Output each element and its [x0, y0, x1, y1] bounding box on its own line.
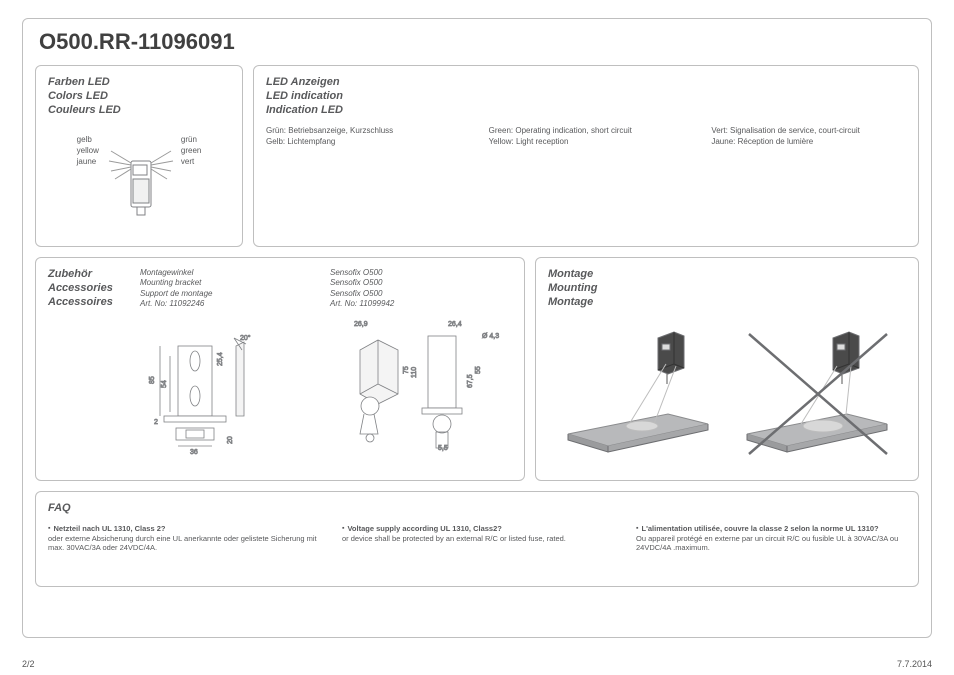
svg-text:2: 2 [154, 419, 158, 426]
box-mounting: Montage Mounting Montage [535, 257, 919, 481]
svg-text:20°: 20° [240, 334, 251, 342]
ind-line: Green: Operating indication, short circu… [489, 125, 684, 136]
led-ind-heading: LED Anzeigen LED indication Indication L… [266, 76, 906, 117]
led-left-labels: gelb yellow jaune [77, 135, 99, 167]
page-footer: 2/2 7.7.2014 [22, 659, 932, 669]
datasheet-frame: O500.RR-11096091 Farben LED Colors LED C… [22, 18, 932, 638]
acc-content: Montagewinkel Mounting bracket Support d… [140, 268, 512, 470]
hd-line: Accessoires [48, 296, 140, 310]
acc-heading: Zubehör Accessories Accessoires [48, 268, 140, 470]
acc-line: Mounting bracket [140, 278, 310, 288]
faq-heading: FAQ [48, 502, 906, 516]
hd-line: Couleurs LED [48, 104, 230, 118]
svg-text:Ø 4,3: Ø 4,3 [482, 333, 499, 340]
acc-line: Support de montage [140, 289, 310, 299]
ind-col-de: Grün: Betriebsanzeige, Kurzschluss Gelb:… [266, 125, 461, 147]
box-accessories: Zubehör Accessories Accessoires Montagew… [35, 257, 525, 481]
hd-line: Zubehör [48, 268, 140, 282]
mount-wrong [737, 324, 897, 464]
hd-line: Montage [548, 296, 906, 310]
svg-text:54: 54 [161, 380, 168, 388]
led-colors-heading: Farben LED Colors LED Couleurs LED [48, 76, 230, 117]
faq-col-fr: L'alimentation utilisée, couvre la class… [636, 524, 906, 553]
svg-text:36: 36 [190, 449, 198, 456]
faq-question: Netzteil nach UL 1310, Class 2? [53, 524, 165, 534]
label: yellow [77, 146, 99, 157]
box-faq: FAQ Netzteil nach UL 1310, Class 2? oder… [35, 491, 919, 587]
bracket-drawing: 85 54 25,4 36 20° 2 20 [140, 316, 310, 456]
label: green [181, 146, 201, 157]
faq-col-en: Voltage supply according UL 1310, Class2… [342, 524, 612, 553]
faq-answer: Ou appareil protégé en externe par un ci… [636, 534, 906, 554]
hd-line: Colors LED [48, 90, 230, 104]
box-led-colors: Farben LED Colors LED Couleurs LED gelb … [35, 65, 243, 247]
svg-text:55: 55 [475, 366, 482, 374]
page-title: O500.RR-11096091 [39, 29, 919, 55]
svg-text:110: 110 [411, 366, 418, 377]
led-ind-grid: Grün: Betriebsanzeige, Kurzschluss Gelb:… [266, 125, 906, 147]
acc-line: Sensofix O500 [330, 268, 510, 278]
acc-line: Montagewinkel [140, 268, 310, 278]
acc-line: Art. No: 11099942 [330, 299, 510, 309]
page-number: 2/2 [22, 659, 35, 669]
acc-line: Sensofix O500 [330, 289, 510, 299]
ind-col-fr: Vert: Signalisation de service, court-ci… [711, 125, 906, 147]
acc-item-bracket: Montagewinkel Mounting bracket Support d… [140, 268, 310, 470]
sensofix-drawing: 26,9 26,4 110 75 67,5 55 Ø 4,3 5,5 [330, 316, 510, 456]
svg-text:67,5: 67,5 [467, 374, 474, 388]
ind-line: Vert: Signalisation de service, court-ci… [711, 125, 906, 136]
svg-text:5,5: 5,5 [438, 445, 448, 452]
ind-line: Gelb: Lichtempfang [266, 136, 461, 147]
svg-text:20: 20 [227, 436, 234, 444]
label: vert [181, 157, 201, 168]
mount-correct [558, 324, 718, 464]
faq-question: L'alimentation utilisée, couvre la class… [641, 524, 878, 534]
svg-text:75: 75 [403, 366, 410, 374]
label: grün [181, 135, 201, 146]
acc-line: Art. No: 11092246 [140, 299, 310, 309]
svg-text:26,9: 26,9 [354, 321, 368, 328]
hd-line: Farben LED [48, 76, 230, 90]
acc-line: Sensofix O500 [330, 278, 510, 288]
box-led-indication: LED Anzeigen LED indication Indication L… [253, 65, 919, 247]
hd-line: Accessories [48, 282, 140, 296]
sensor-icon [105, 135, 175, 225]
svg-text:25,4: 25,4 [217, 352, 224, 366]
acc-item-sensofix: Sensofix O500 Sensofix O500 Sensofix O50… [330, 268, 510, 470]
hd-line: LED Anzeigen [266, 76, 906, 90]
faq-grid: Netzteil nach UL 1310, Class 2? oder ext… [48, 524, 906, 553]
ind-line: Grün: Betriebsanzeige, Kurzschluss [266, 125, 461, 136]
faq-answer: or device shall be protected by an exter… [342, 534, 612, 544]
ind-line: Jaune: Réception de lumière [711, 136, 906, 147]
hd-line: Mounting [548, 282, 906, 296]
mount-heading: Montage Mounting Montage [548, 268, 906, 309]
faq-question: Voltage supply according UL 1310, Class2… [347, 524, 501, 534]
svg-text:85: 85 [149, 376, 156, 384]
faq-col-de: Netzteil nach UL 1310, Class 2? oder ext… [48, 524, 318, 553]
page-date: 7.7.2014 [897, 659, 932, 669]
label: gelb [77, 135, 99, 146]
row-led: Farben LED Colors LED Couleurs LED gelb … [35, 65, 919, 247]
hd-line: LED indication [266, 90, 906, 104]
faq-answer: oder externe Absicherung durch eine UL a… [48, 534, 318, 554]
hd-line: Indication LED [266, 104, 906, 118]
led-right-labels: grün green vert [181, 135, 201, 167]
ind-line: Yellow: Light reception [489, 136, 684, 147]
ind-col-en: Green: Operating indication, short circu… [489, 125, 684, 147]
led-colors-body: gelb yellow jaune [48, 135, 230, 225]
hd-line: Montage [548, 268, 906, 282]
wrong-x-icon [737, 324, 897, 464]
row-acc-mount: Zubehör Accessories Accessoires Montagew… [35, 257, 919, 481]
svg-text:26,4: 26,4 [448, 321, 462, 328]
label: jaune [77, 157, 99, 168]
mount-body [548, 319, 906, 469]
